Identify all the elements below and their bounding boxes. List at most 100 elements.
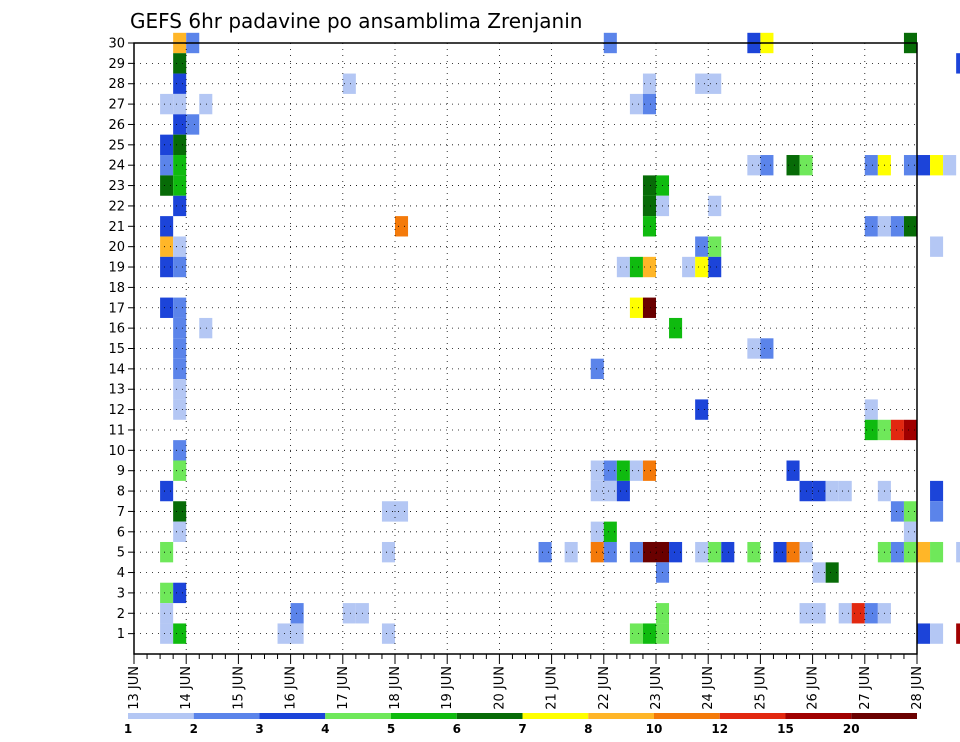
heatmap-cell: [930, 541, 944, 563]
heatmap-cell: [160, 297, 174, 318]
heatmap-cell: [173, 521, 187, 542]
heatmap-cell: [160, 480, 174, 502]
heatmap-cell: [160, 93, 174, 115]
y-tick-label: 4: [117, 566, 125, 581]
heatmap-cell: [342, 603, 356, 624]
y-tick-label: 21: [108, 220, 125, 235]
heatmap-cell: [160, 134, 174, 156]
heatmap-cell: [629, 256, 643, 278]
heatmap-cell: [603, 521, 617, 542]
y-tick-label: 11: [108, 423, 125, 438]
heatmap-cell: [590, 460, 604, 481]
heatmap-cell: [642, 73, 656, 94]
y-tick-label: 22: [108, 199, 125, 214]
colorbar-swatch: [522, 713, 589, 719]
y-tick-label: 24: [108, 159, 125, 174]
heatmap-cell: [825, 562, 839, 583]
y-tick-label: 8: [117, 485, 125, 500]
y-tick-label: 29: [108, 57, 125, 72]
x-axis: 13 JUN 14 JUN 15 JUN 16 JUN 17 JUN 18 JUN 19 J…: [127, 654, 925, 710]
colorbar-swatch: [588, 713, 654, 719]
heatmap-cell: [642, 297, 656, 318]
y-tick-label: 9: [117, 464, 125, 479]
x-tick-label: 17 JUN: [336, 666, 351, 710]
heatmap-cell: [629, 93, 643, 115]
heatmap-cell: [708, 73, 722, 94]
heatmap-cell: [812, 480, 826, 502]
y-tick-label: 17: [108, 301, 125, 316]
x-tick-label: 25 JUN: [753, 666, 768, 710]
heatmap-cell: [186, 114, 200, 135]
y-tick-label: 25: [108, 138, 125, 153]
heatmap-cell: [838, 603, 852, 624]
heatmap-cell: [173, 134, 187, 156]
heatmap-cell: [773, 541, 787, 563]
heatmap-cell: [838, 480, 852, 502]
colorbar-label: 20: [843, 722, 860, 736]
heatmap-cell: [943, 155, 957, 176]
y-tick-label: 27: [108, 98, 125, 113]
heatmap-cell: [160, 623, 174, 644]
heatmap-cell: [747, 338, 761, 359]
heatmap-cell: [173, 256, 187, 278]
heatmap-cell: [917, 541, 931, 563]
heatmap-cell: [616, 256, 630, 278]
y-tick-label: 16: [108, 322, 125, 337]
colorbar-swatch: [391, 713, 457, 719]
heatmap-cell: [695, 399, 709, 420]
colorbar-swatch: [785, 713, 852, 719]
heatmap-cell: [173, 297, 187, 318]
heatmap-cell: [173, 195, 187, 217]
x-tick-label: 16 JUN: [284, 666, 299, 710]
heatmap-cell: [160, 175, 174, 196]
heatmap-cell: [812, 603, 826, 624]
heatmap-cell: [160, 256, 174, 278]
heatmap-cell: [173, 114, 187, 135]
y-tick-label: 26: [108, 118, 125, 133]
heatmap-cell: [864, 603, 878, 624]
colorbar-label: 12: [711, 722, 728, 736]
heatmap-cell: [173, 399, 187, 420]
colorbar-legend: 1 2 3 4 5 6 7 8 10 12 15 20: [124, 713, 917, 736]
chart-title: GEFS 6hr padavine po ansamblima Zrenjani…: [130, 9, 582, 33]
x-tick-label: 28 JUN: [910, 666, 925, 710]
heatmap-cell: [695, 73, 709, 94]
heatmap-cell: [590, 521, 604, 542]
x-tick-label: 24 JUN: [701, 666, 716, 710]
heatmap-cell: [160, 603, 174, 624]
heatmap-cell: [786, 155, 800, 176]
heatmap-cell: [708, 256, 722, 278]
y-tick-label: 10: [108, 444, 125, 459]
y-tick-label: 3: [117, 586, 125, 601]
heatmap-cell: [173, 93, 187, 115]
heatmap-cell: [173, 501, 187, 522]
heatmap-cell: [890, 501, 904, 522]
colorbar-swatch: [719, 713, 786, 719]
y-tick-label: 20: [108, 240, 125, 255]
heatmap-cell: [590, 358, 604, 380]
heatmap-cell: [786, 541, 800, 563]
heatmap-cell: [669, 541, 683, 563]
heatmap-cell: [642, 623, 656, 644]
heatmap-cell: [173, 317, 187, 339]
heatmap-cell: [708, 195, 722, 217]
y-axis: 1234567891011121314151617181920212223242…: [108, 37, 134, 642]
heatmap-cell: [864, 399, 878, 420]
colorbar-label: 15: [777, 722, 794, 736]
heatmap-cell: [173, 582, 187, 604]
y-tick-label: 14: [108, 362, 125, 377]
heatmap-cell: [642, 195, 656, 217]
heatmap-cell: [642, 93, 656, 115]
heatmap-cell: [173, 73, 187, 94]
heatmap-cells: [160, 32, 960, 644]
x-tick-label: 19 JUN: [440, 666, 455, 710]
heatmap-cell: [603, 480, 617, 502]
heatmap-cell: [173, 460, 187, 481]
heatmap-cell: [956, 541, 960, 563]
heatmap-cell: [760, 338, 774, 359]
heatmap-cell: [173, 155, 187, 176]
y-tick-label: 7: [117, 505, 125, 520]
heatmap-cell: [538, 541, 552, 563]
heatmap-cell: [173, 175, 187, 196]
y-tick-label: 5: [117, 546, 125, 561]
